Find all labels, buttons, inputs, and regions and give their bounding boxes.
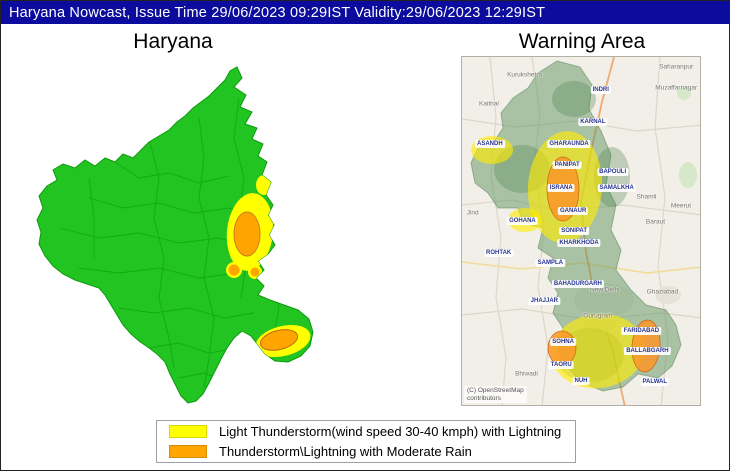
warning-zone-orange-main (233, 211, 261, 257)
warning-area-label: PALWAL (640, 378, 670, 387)
warning-area-label: BALLABGARH (624, 347, 671, 356)
warning-area-label: BAPOULI (597, 168, 629, 177)
warning-area-label: SAMALKHA (597, 183, 636, 192)
basemap-label: Bhiwadi (515, 370, 538, 378)
warning-area-map-svg (462, 57, 700, 405)
warning-area-label: SAMPLA (535, 258, 565, 267)
osm-attribution-line2: contributors (467, 394, 501, 402)
basemap-label: Kaithal (478, 100, 499, 108)
warning-area-label: KHARKHODA (557, 238, 601, 247)
warning-area-label: ISRANA (547, 184, 575, 193)
basemap-label: Gurugram (583, 312, 613, 320)
warning-area-label: ASANDH (475, 139, 505, 148)
warning-area-label: TAORU (548, 361, 574, 370)
header-title: Haryana Nowcast, Issue Time 29/06/2023 0… (9, 4, 546, 21)
warning-area-map: (C) OpenStreetMap contributors Saharanpu… (461, 56, 701, 406)
warning-area-label: GHARAUNDA (547, 139, 591, 148)
warning-area-label: BAHADURGARH (551, 279, 604, 288)
warning-area-label: PANIPAT (552, 161, 582, 170)
legend-swatch-yellow (169, 425, 207, 438)
haryana-map (29, 58, 329, 413)
legend-label-light-thunderstorm: Light Thunderstorm(wind speed 30-40 kmph… (219, 424, 562, 439)
warning-area-label: ROHTAK (484, 248, 514, 257)
left-map-title: Haryana (133, 30, 213, 53)
osm-green-areas (677, 86, 697, 188)
legend-item-thunderstorm-rain: Thunderstorm\Lightning with Moderate Rai… (169, 444, 575, 459)
warning-area-label: JHAJJAR (528, 296, 561, 305)
basemap-label: Muzaffarnagar (655, 84, 698, 92)
osm-attribution: (C) OpenStreetMap contributors (464, 386, 527, 403)
warning-zone-orange-dot-b (250, 267, 260, 277)
warning-area-label: SONIPAT (559, 227, 589, 235)
basemap-label: Jind (466, 209, 479, 217)
district-borders (58, 97, 280, 389)
header-bar: Haryana Nowcast, Issue Time 29/06/2023 0… (1, 1, 729, 24)
warning-zone-orange-dot-a (228, 264, 240, 276)
warning-zone-orange-south (259, 329, 299, 351)
basemap-label: Saharanpur (659, 63, 694, 71)
legend-swatch-orange (169, 445, 207, 458)
basemap-label: Kurukshetra (507, 71, 543, 79)
right-map-title: Warning Area (518, 30, 646, 53)
warning-area-label: GANAUR (557, 207, 589, 216)
haryana-map-svg (36, 66, 314, 404)
legend-item-light-thunderstorm: Light Thunderstorm(wind speed 30-40 kmph… (169, 424, 575, 439)
warning-area-label: SOHNA (550, 338, 576, 347)
warning-area-label: GOHANA (507, 216, 538, 225)
warning-area-label: KARNAL (578, 117, 608, 126)
warning-area-label: NUH (572, 376, 590, 385)
legend-label-thunderstorm-rain: Thunderstorm\Lightning with Moderate Rai… (219, 444, 472, 459)
osm-attribution-line1: (C) OpenStreetMap (467, 387, 524, 394)
basemap-label: Meerut (670, 202, 692, 210)
basemap-label: Ghaziabad (646, 288, 679, 296)
warning-zone-yellow-small (256, 175, 272, 195)
basemap-label: Baraut (645, 218, 666, 226)
warning-area-label: FARIDABAD (621, 326, 662, 335)
legend: Light Thunderstorm(wind speed 30-40 kmph… (156, 420, 576, 463)
basemap-label: New Delhi (589, 286, 620, 294)
basemap-label: Shamli (636, 193, 657, 201)
warning-area-label: INDRI (590, 85, 611, 94)
